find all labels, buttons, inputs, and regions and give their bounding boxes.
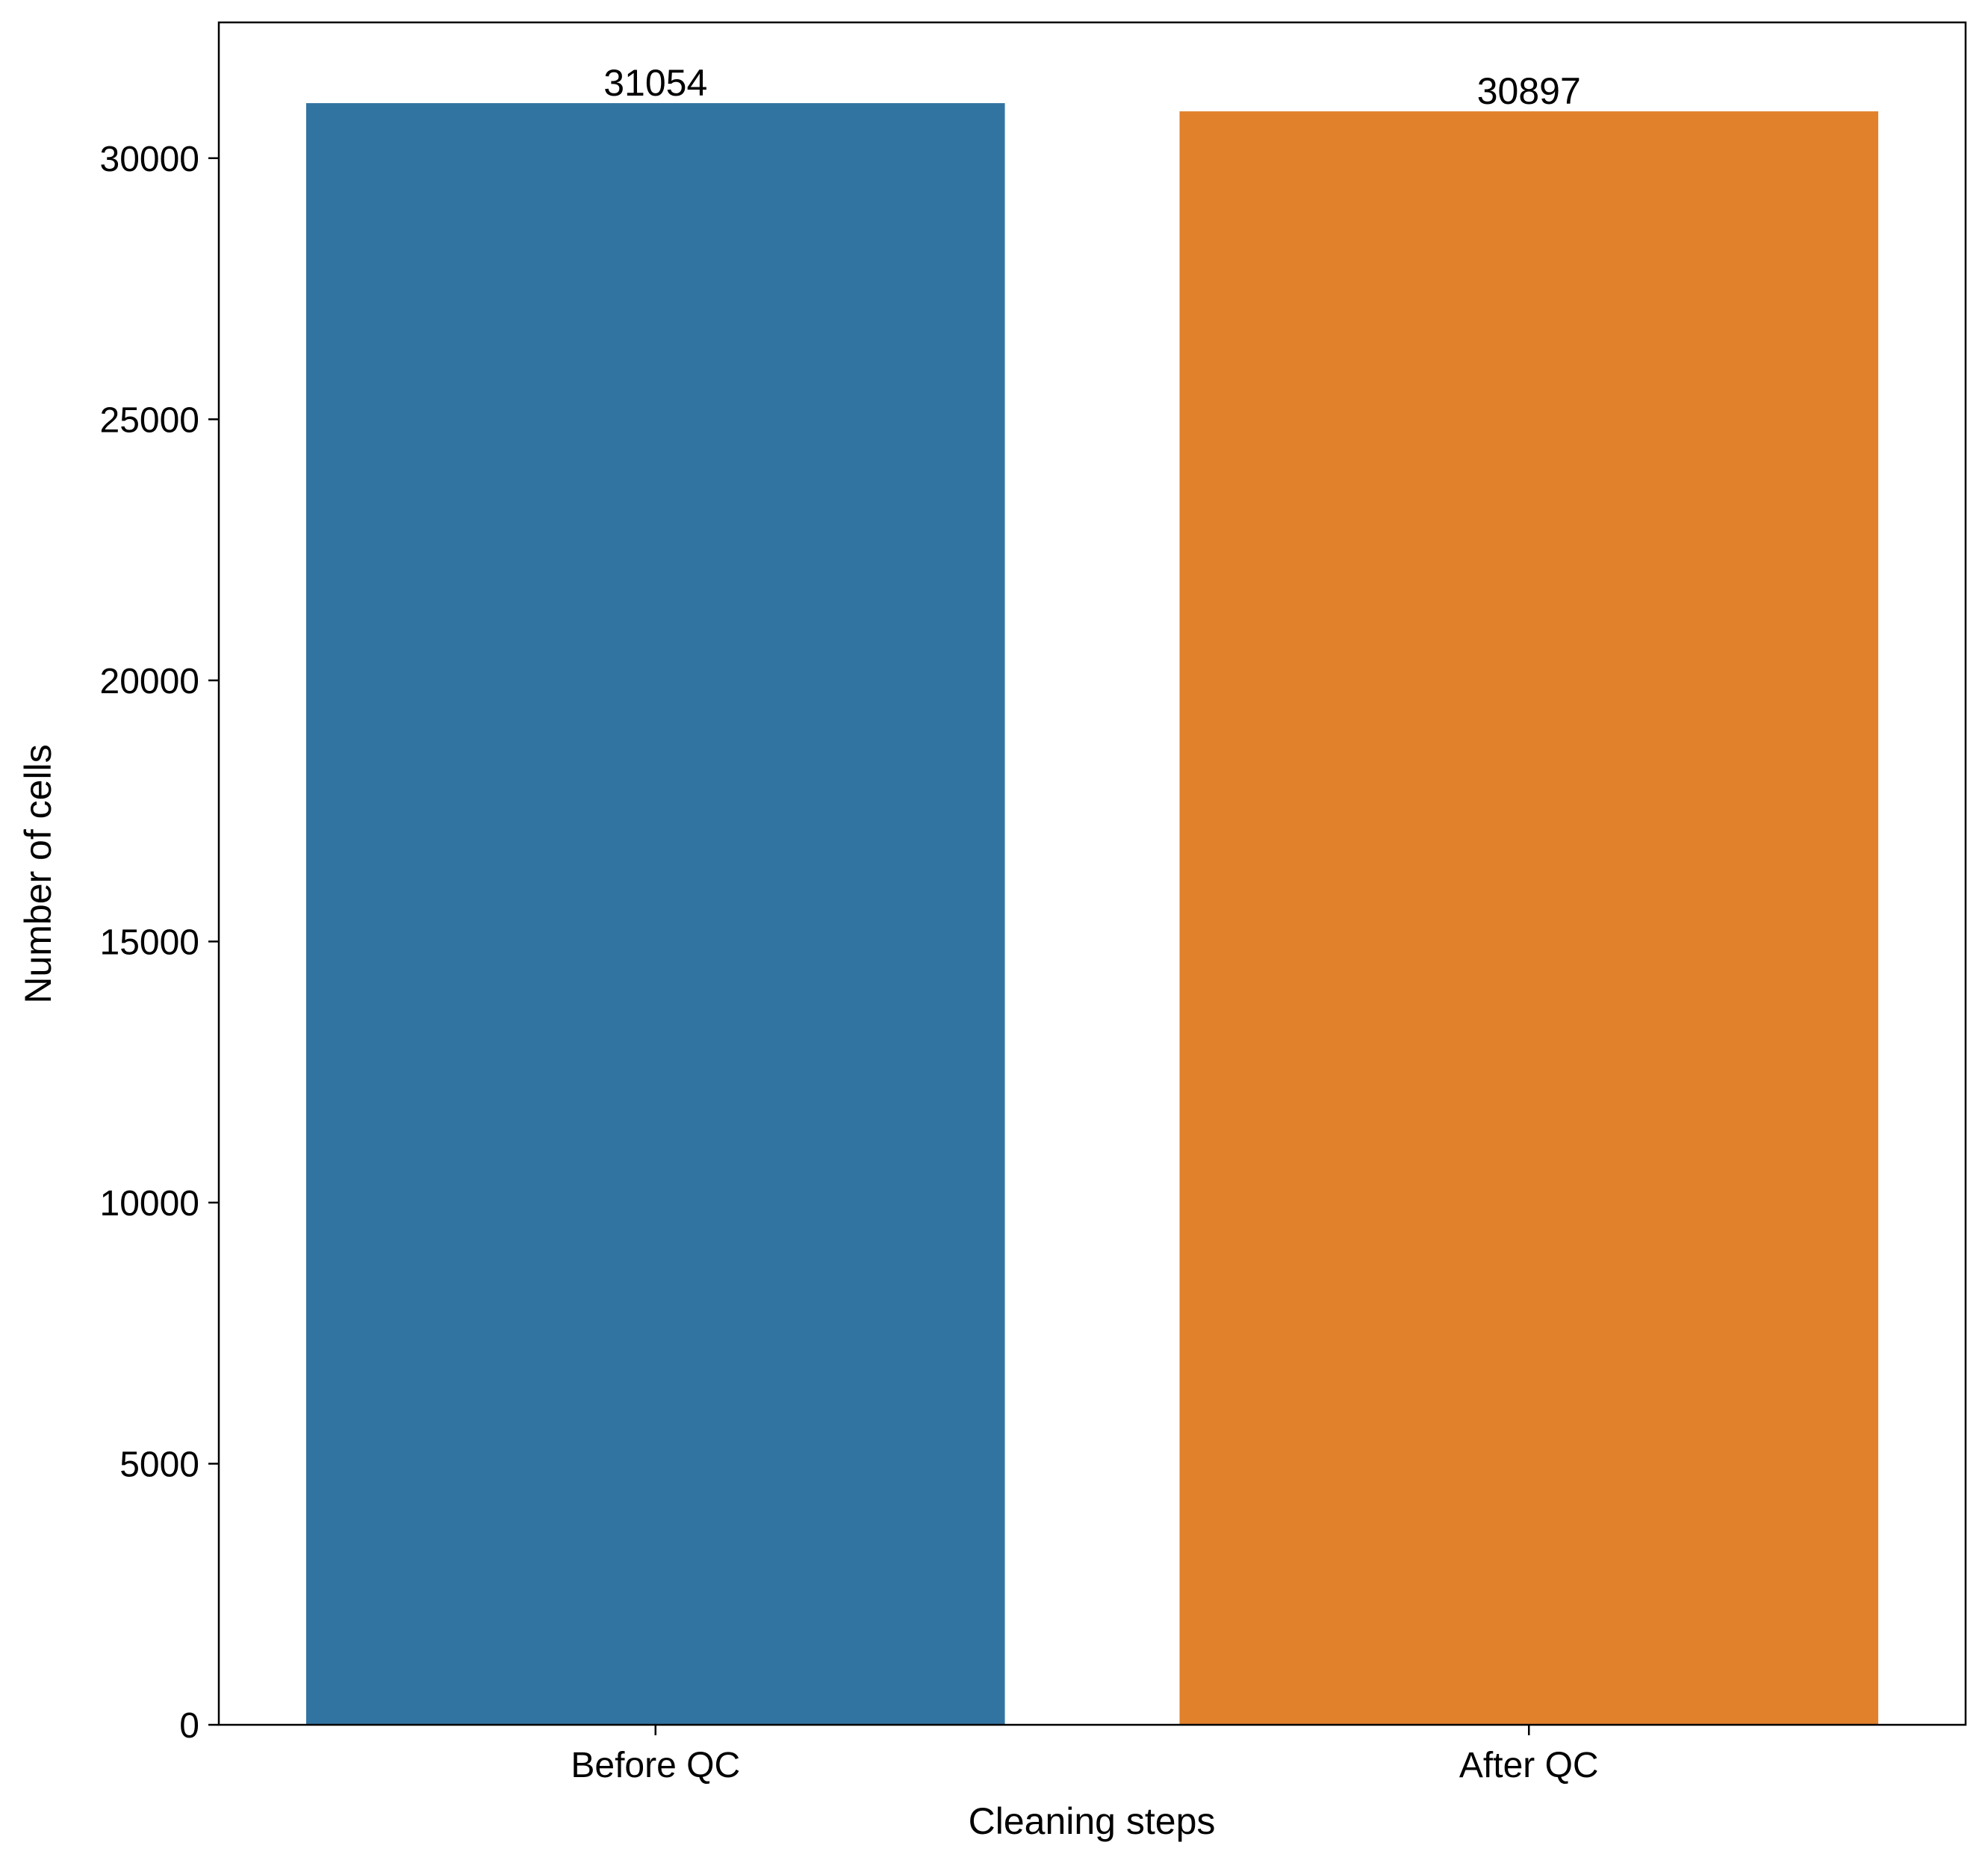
y-tick-label: 10000 <box>100 1184 199 1224</box>
data-labels: 31054 30897 <box>603 62 1581 112</box>
x-tick-label: Before QC <box>571 1746 740 1785</box>
x-axis-label: Cleaning steps <box>969 1800 1216 1842</box>
y-tick-label: 5000 <box>119 1445 199 1484</box>
y-tick-label: 0 <box>179 1706 199 1746</box>
bars-layer <box>305 103 1879 1726</box>
y-tick-label: 25000 <box>100 400 199 440</box>
x-axis: Before QC After QC <box>571 1725 1599 1785</box>
y-tick-label: 20000 <box>100 662 199 701</box>
data-label: 31054 <box>603 62 707 104</box>
y-tick-label: 30000 <box>100 140 199 179</box>
plot-frame <box>217 21 1967 1726</box>
y-axis-label: Number of cells <box>17 744 59 1003</box>
x-tick-label: After QC <box>1459 1746 1599 1785</box>
data-label: 30897 <box>1477 70 1581 112</box>
y-axis: 0 5000 10000 15000 20000 25000 30000 <box>100 140 219 1746</box>
y-tick-label: 15000 <box>100 923 199 962</box>
bar-before-qc <box>305 103 1005 1726</box>
bar-after-qc <box>1179 111 1879 1726</box>
